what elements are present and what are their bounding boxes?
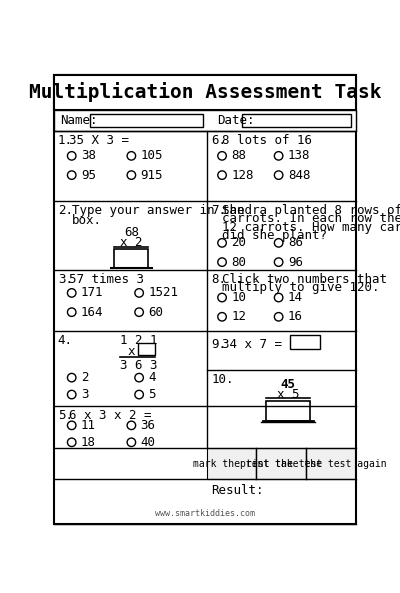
Bar bbox=[206, 448, 256, 479]
Text: Multiplication Assessment Task: Multiplication Assessment Task bbox=[29, 82, 381, 102]
Text: carrots. In each row there are: carrots. In each row there are bbox=[222, 212, 400, 225]
Text: 12: 12 bbox=[231, 310, 246, 323]
Bar bbox=[138, 343, 155, 355]
Text: Result:: Result: bbox=[211, 484, 264, 497]
Text: take the test again: take the test again bbox=[275, 459, 386, 469]
Text: box.: box. bbox=[72, 213, 102, 227]
Text: Sandra planted 8 rows of: Sandra planted 8 rows of bbox=[222, 203, 400, 216]
Text: x 5: x 5 bbox=[277, 388, 299, 401]
Text: Name:: Name: bbox=[60, 114, 98, 127]
Text: 3 6 3: 3 6 3 bbox=[120, 359, 158, 372]
Text: 36: 36 bbox=[141, 419, 156, 432]
Text: 138: 138 bbox=[288, 149, 310, 162]
Text: x 2: x 2 bbox=[120, 236, 143, 249]
Bar bbox=[266, 401, 310, 421]
Bar bbox=[256, 448, 306, 479]
Text: 164: 164 bbox=[81, 305, 104, 318]
Text: 96: 96 bbox=[288, 256, 303, 269]
Text: 34 x 7 =: 34 x 7 = bbox=[222, 337, 282, 350]
Text: 5: 5 bbox=[148, 388, 156, 401]
Text: 1.: 1. bbox=[58, 134, 73, 147]
Text: 7.: 7. bbox=[211, 203, 226, 216]
Text: 128: 128 bbox=[231, 168, 254, 181]
Text: 3: 3 bbox=[81, 388, 88, 401]
Bar bbox=[290, 335, 320, 349]
Text: 10.: 10. bbox=[211, 373, 234, 386]
Text: multiply to give 120.: multiply to give 120. bbox=[222, 281, 380, 294]
Bar bbox=[242, 113, 351, 127]
Text: 8.: 8. bbox=[211, 273, 226, 286]
Text: 16: 16 bbox=[288, 310, 303, 323]
Text: 86: 86 bbox=[288, 237, 303, 250]
Text: 20: 20 bbox=[231, 237, 246, 250]
Text: Date:: Date: bbox=[217, 114, 254, 127]
Text: x: x bbox=[128, 345, 135, 358]
Text: did she plant?: did she plant? bbox=[222, 229, 327, 242]
Text: 2: 2 bbox=[81, 371, 88, 384]
Text: 60: 60 bbox=[148, 305, 164, 318]
Bar bbox=[54, 75, 356, 110]
Text: 848: 848 bbox=[288, 168, 310, 181]
Bar bbox=[306, 448, 355, 479]
Text: 4.: 4. bbox=[58, 334, 73, 347]
Text: 3.: 3. bbox=[58, 273, 73, 286]
Text: 8 lots of 16: 8 lots of 16 bbox=[222, 134, 312, 147]
Text: 171: 171 bbox=[81, 286, 104, 299]
Text: 18: 18 bbox=[81, 436, 96, 449]
Text: 40: 40 bbox=[141, 436, 156, 449]
Text: print the test: print the test bbox=[240, 459, 322, 469]
Text: 80: 80 bbox=[231, 256, 246, 269]
Text: Type your answer in the: Type your answer in the bbox=[72, 203, 244, 216]
Text: 5.: 5. bbox=[58, 409, 73, 422]
Text: mark the test: mark the test bbox=[193, 459, 270, 469]
Text: 6.: 6. bbox=[211, 134, 226, 147]
Text: 38: 38 bbox=[81, 149, 96, 162]
Text: 10: 10 bbox=[231, 291, 246, 304]
Text: 57 times 3: 57 times 3 bbox=[69, 273, 144, 286]
Text: Click two numbers that: Click two numbers that bbox=[222, 273, 387, 286]
Bar bbox=[114, 249, 148, 267]
Text: 95: 95 bbox=[81, 168, 96, 181]
Text: 2.: 2. bbox=[58, 203, 73, 216]
Text: 6 x 3 x 2 =: 6 x 3 x 2 = bbox=[69, 409, 152, 422]
Text: 45: 45 bbox=[280, 378, 296, 391]
Text: 1521: 1521 bbox=[148, 286, 178, 299]
Text: 105: 105 bbox=[141, 149, 163, 162]
Text: 14: 14 bbox=[288, 291, 303, 304]
Text: 1 2 1: 1 2 1 bbox=[120, 334, 158, 347]
Text: www.smartkiddies.com: www.smartkiddies.com bbox=[155, 509, 255, 518]
Text: 68: 68 bbox=[124, 226, 139, 239]
Text: 12 carrots. How many carrots: 12 carrots. How many carrots bbox=[222, 221, 400, 234]
Text: 11: 11 bbox=[81, 419, 96, 432]
Text: 4: 4 bbox=[148, 371, 156, 384]
Text: 915: 915 bbox=[141, 168, 163, 181]
Text: 35 X 3 =: 35 X 3 = bbox=[69, 134, 129, 147]
Text: 9.: 9. bbox=[211, 337, 226, 350]
Bar bbox=[90, 113, 203, 127]
Text: 88: 88 bbox=[231, 149, 246, 162]
Bar bbox=[54, 110, 356, 131]
